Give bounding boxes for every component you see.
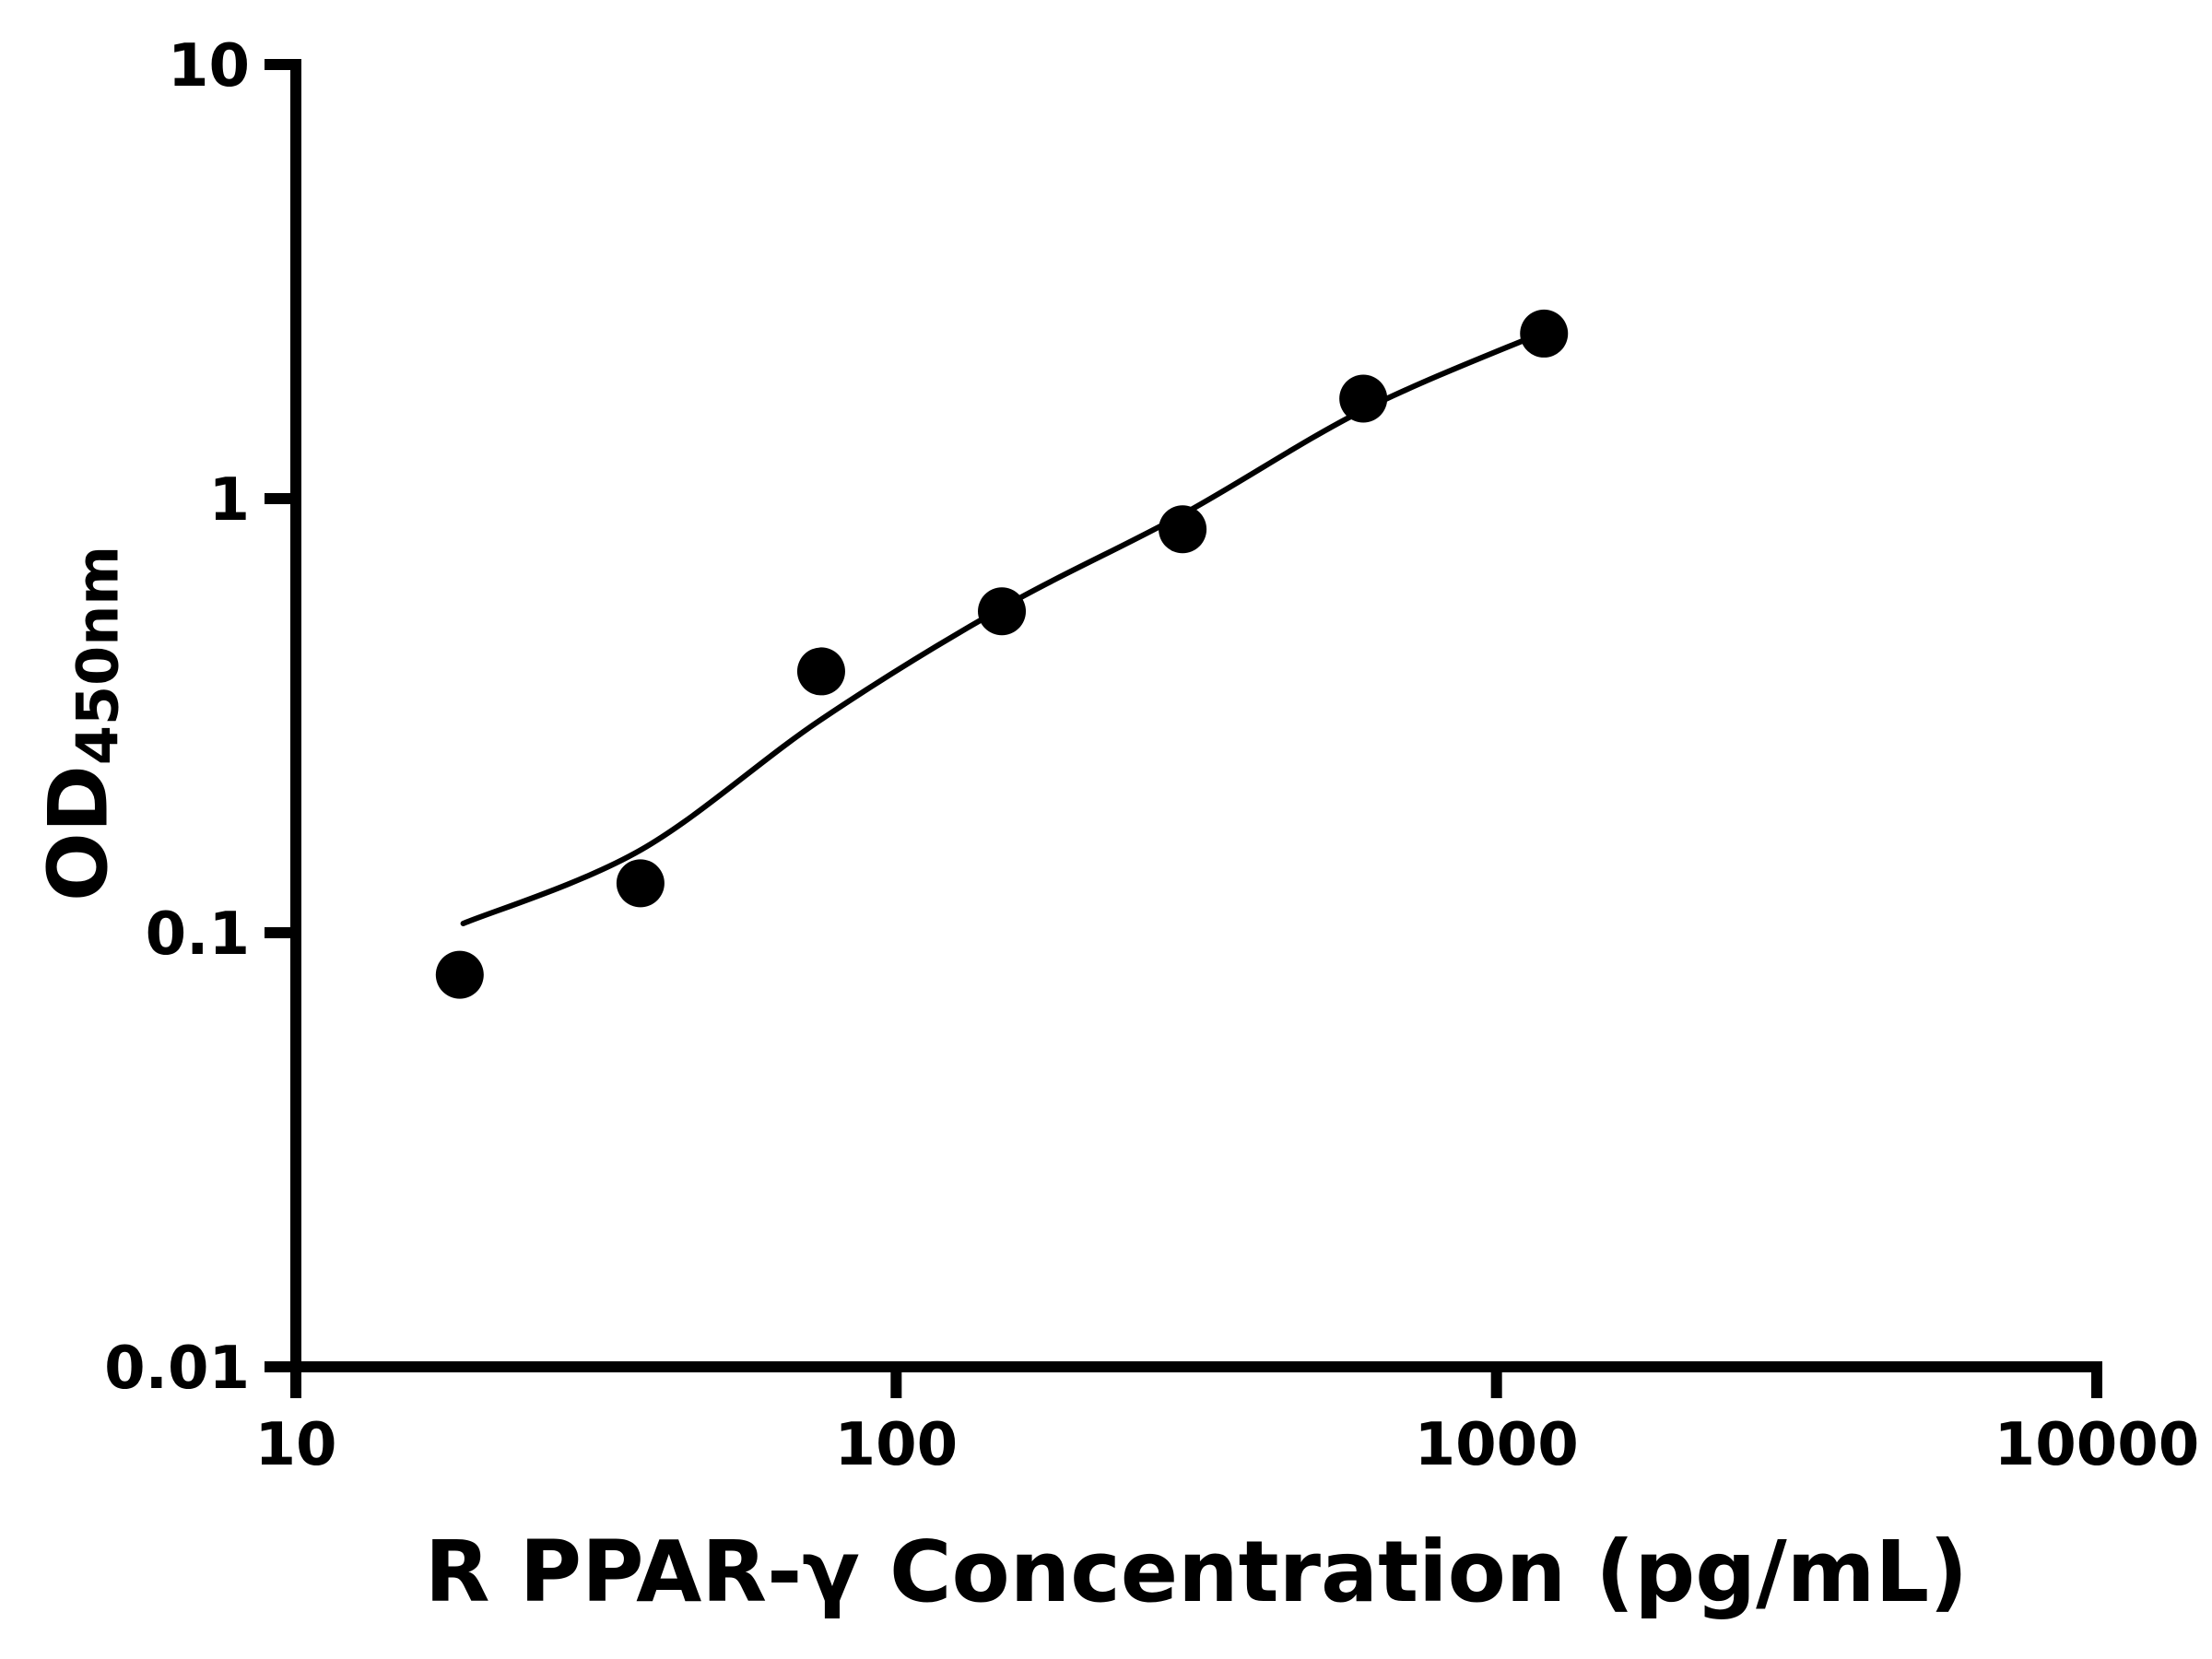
tick-labels: 10 100 1000 10000 0.01 0.1 1 10 [104, 32, 2199, 1479]
x-tick-label: 100 [835, 1411, 959, 1479]
x-tick-label: 10000 [1994, 1411, 2200, 1479]
y-tick-label: 0.1 [146, 900, 250, 969]
x-tick-label: 10 [254, 1411, 336, 1479]
y-axis-title-main: OD [30, 765, 126, 902]
data-points [435, 309, 1569, 999]
data-point [435, 950, 484, 999]
ticks [265, 59, 2102, 1398]
data-point [796, 647, 845, 696]
x-tick-label: 1000 [1415, 1411, 1579, 1479]
y-tick-label: 1 [208, 466, 250, 535]
axes [290, 59, 2102, 1372]
y-tick-label: 10 [168, 32, 250, 100]
data-point [1159, 505, 1207, 554]
data-point [978, 587, 1027, 636]
data-point [1520, 309, 1569, 358]
y-tick-label: 0.01 [104, 1335, 250, 1403]
data-point [1339, 374, 1388, 423]
data-point [616, 859, 665, 908]
y-axis-title-subscript: 450nm [64, 545, 132, 766]
x-axis-title: R PPAR-γ Concentration (pg/mL) [424, 1523, 1969, 1621]
y-axis-title: OD450nm [31, 546, 132, 901]
